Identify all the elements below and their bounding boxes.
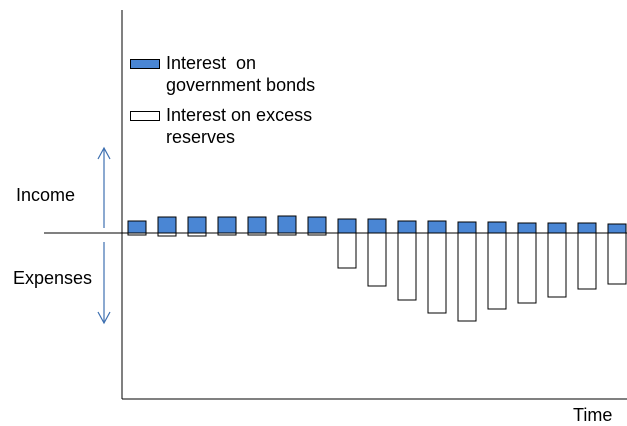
income-arrow [97, 146, 111, 228]
bar-bonds [337, 218, 357, 234]
bar-bonds [187, 216, 207, 234]
bar-bonds [247, 216, 267, 234]
legend-label-bonds: Interest on government bonds [166, 53, 316, 95]
bar-reserves [517, 232, 537, 304]
bar-bonds [487, 221, 507, 234]
expenses-label: Expenses [13, 268, 93, 288]
bar-bonds [367, 218, 387, 234]
bar-reserves [157, 232, 177, 237]
bar-reserves [577, 232, 597, 290]
reserves-series [127, 232, 627, 322]
bar-bonds [307, 216, 327, 234]
income-label: Income [16, 185, 76, 205]
bonds-series [127, 215, 627, 234]
expenses-arrow [97, 242, 111, 325]
legend-swatch-reserves [130, 111, 160, 121]
bar-reserves [187, 232, 207, 237]
x-axis-label: Time [573, 405, 613, 425]
bar-reserves [367, 232, 387, 287]
bar-bonds [127, 220, 147, 234]
bar-reserves [307, 232, 327, 236]
bar-reserves [487, 232, 507, 310]
bar-bonds [217, 216, 237, 234]
legend-swatch-bonds [130, 59, 160, 69]
bar-reserves [397, 232, 417, 301]
bar-bonds [277, 215, 297, 234]
bar-bonds [457, 221, 477, 234]
bar-reserves [277, 232, 297, 236]
bar-bonds [547, 222, 567, 234]
bar-bonds [517, 222, 537, 234]
legend-item-bonds: Interest on government bonds [130, 52, 356, 96]
legend-label-reserves: Interest on excess reserves [166, 105, 313, 147]
bar-bonds [577, 222, 597, 234]
bar-reserves [217, 232, 237, 236]
bar-bonds [157, 216, 177, 234]
bar-reserves [457, 232, 477, 322]
bar-reserves [127, 232, 147, 236]
bar-reserves [427, 232, 447, 314]
bar-reserves [337, 232, 357, 269]
bar-bonds [397, 220, 417, 234]
bar-bonds [427, 220, 447, 234]
legend-item-reserves: Interest on excess reserves [130, 104, 356, 148]
bar-reserves [547, 232, 567, 298]
bar-bonds [607, 223, 627, 234]
bar-reserves [247, 232, 267, 236]
bar-reserves [607, 232, 627, 285]
